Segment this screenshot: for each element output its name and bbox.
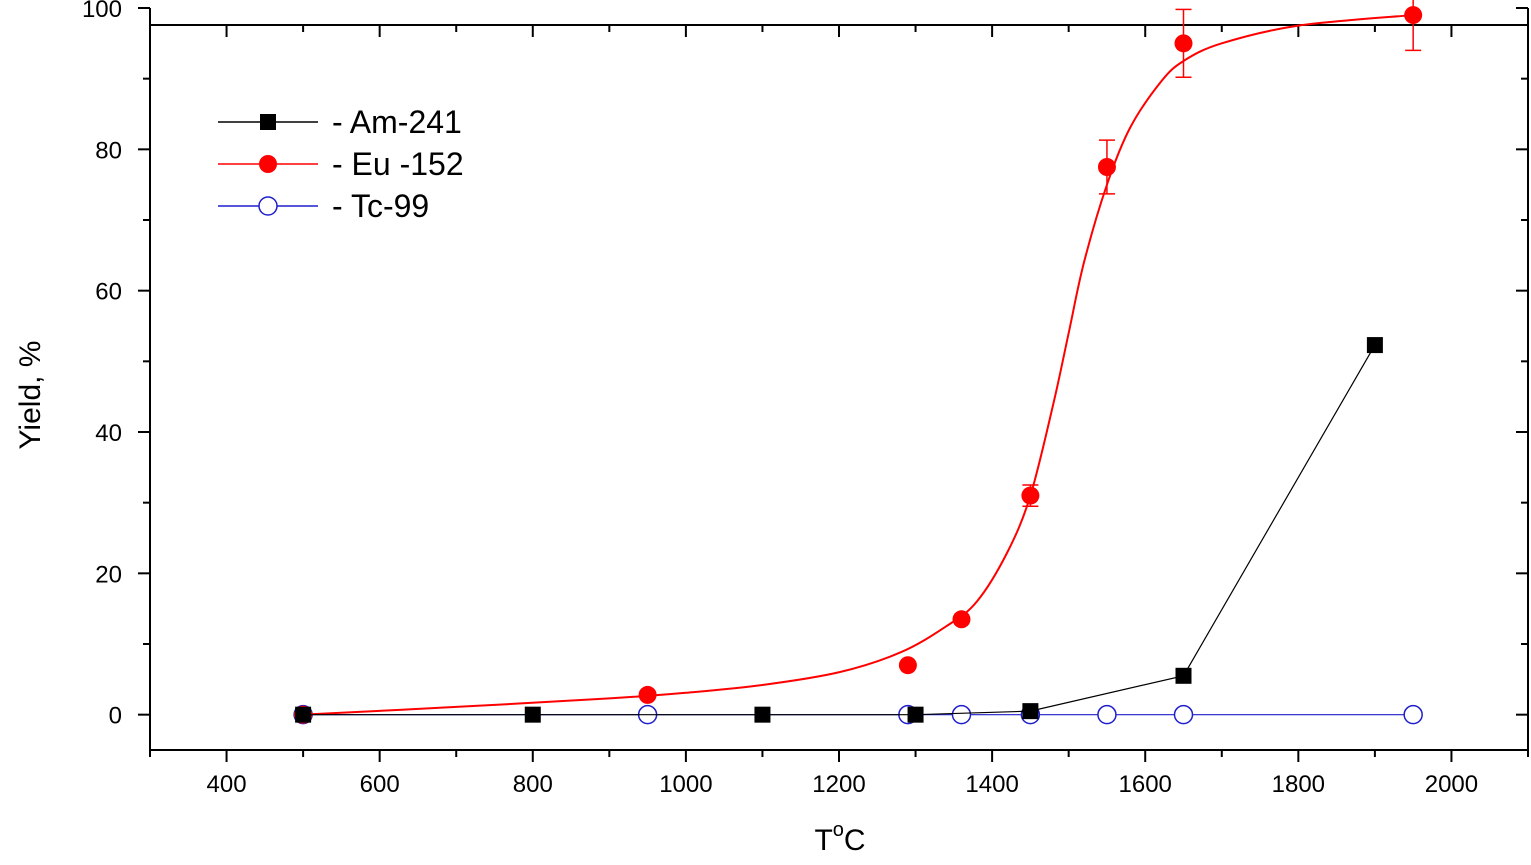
x-tick-label: 1400 <box>965 771 1018 798</box>
legend-label: - Tc-99 <box>332 188 429 224</box>
y-tick-label: 60 <box>95 279 122 306</box>
y-axis-title: Yield, % <box>14 341 47 450</box>
data-point <box>1404 6 1423 25</box>
series-eu-152 <box>294 0 1423 724</box>
x-axis: 400 600 800 1000 1200 1400 1600 1800 2000 <box>149 25 1529 798</box>
data-point <box>295 706 312 723</box>
x-axis-title: ToC <box>814 819 865 857</box>
legend-marker <box>259 155 277 173</box>
x-axis-title-tail: C <box>844 824 866 857</box>
data-point <box>1022 703 1039 720</box>
data-point <box>754 706 771 723</box>
data-point <box>638 685 657 704</box>
data-point <box>1173 704 1194 725</box>
data-point <box>898 656 917 675</box>
x-axis-title-main: T <box>814 824 832 857</box>
legend-label: - Am-241 <box>332 104 462 140</box>
y-tick-label: 0 <box>109 703 122 730</box>
y-tick-label: 100 <box>82 0 122 23</box>
legend-marker <box>260 114 276 130</box>
data-point <box>524 706 541 723</box>
x-tick-label: 1000 <box>659 771 712 798</box>
data-point <box>1175 667 1192 684</box>
x-axis-title-superscript: o <box>833 819 844 841</box>
legend-item: - Eu -152 <box>218 146 464 182</box>
x-tick-label: 600 <box>360 771 400 798</box>
legend-marker <box>258 196 278 216</box>
legend-item: - Am-241 <box>218 104 462 140</box>
x-tick-label: 2000 <box>1425 771 1478 798</box>
fit-curve <box>303 14 1414 716</box>
data-point <box>1021 486 1040 505</box>
x-tick-label: 1200 <box>812 771 865 798</box>
x-tick-label: 1600 <box>1119 771 1172 798</box>
series-layer <box>293 0 1423 725</box>
data-point <box>1097 704 1117 725</box>
y-tick-label: 20 <box>95 561 122 588</box>
x-tick-label: 800 <box>513 771 553 798</box>
legend-label: - Eu -152 <box>332 146 464 182</box>
y-tick-label: 40 <box>95 420 122 447</box>
series-am-241 <box>295 337 1383 723</box>
x-tick-label: 1800 <box>1272 771 1325 798</box>
y-axis: 0 20 40 60 80 100 <box>82 0 1528 730</box>
legend: - Am-241 - Eu -152 - Tc-99 <box>218 104 464 224</box>
data-point <box>1366 337 1383 354</box>
data-point <box>907 706 924 723</box>
y-tick-label: 80 <box>95 137 122 164</box>
data-point <box>1403 704 1423 725</box>
series-line <box>303 344 1376 716</box>
x-tick-label: 400 <box>207 771 247 798</box>
data-point <box>952 610 971 629</box>
data-point <box>1097 158 1116 176</box>
data-point <box>951 704 972 725</box>
legend-item: - Tc-99 <box>218 188 429 224</box>
data-point <box>1174 34 1193 53</box>
